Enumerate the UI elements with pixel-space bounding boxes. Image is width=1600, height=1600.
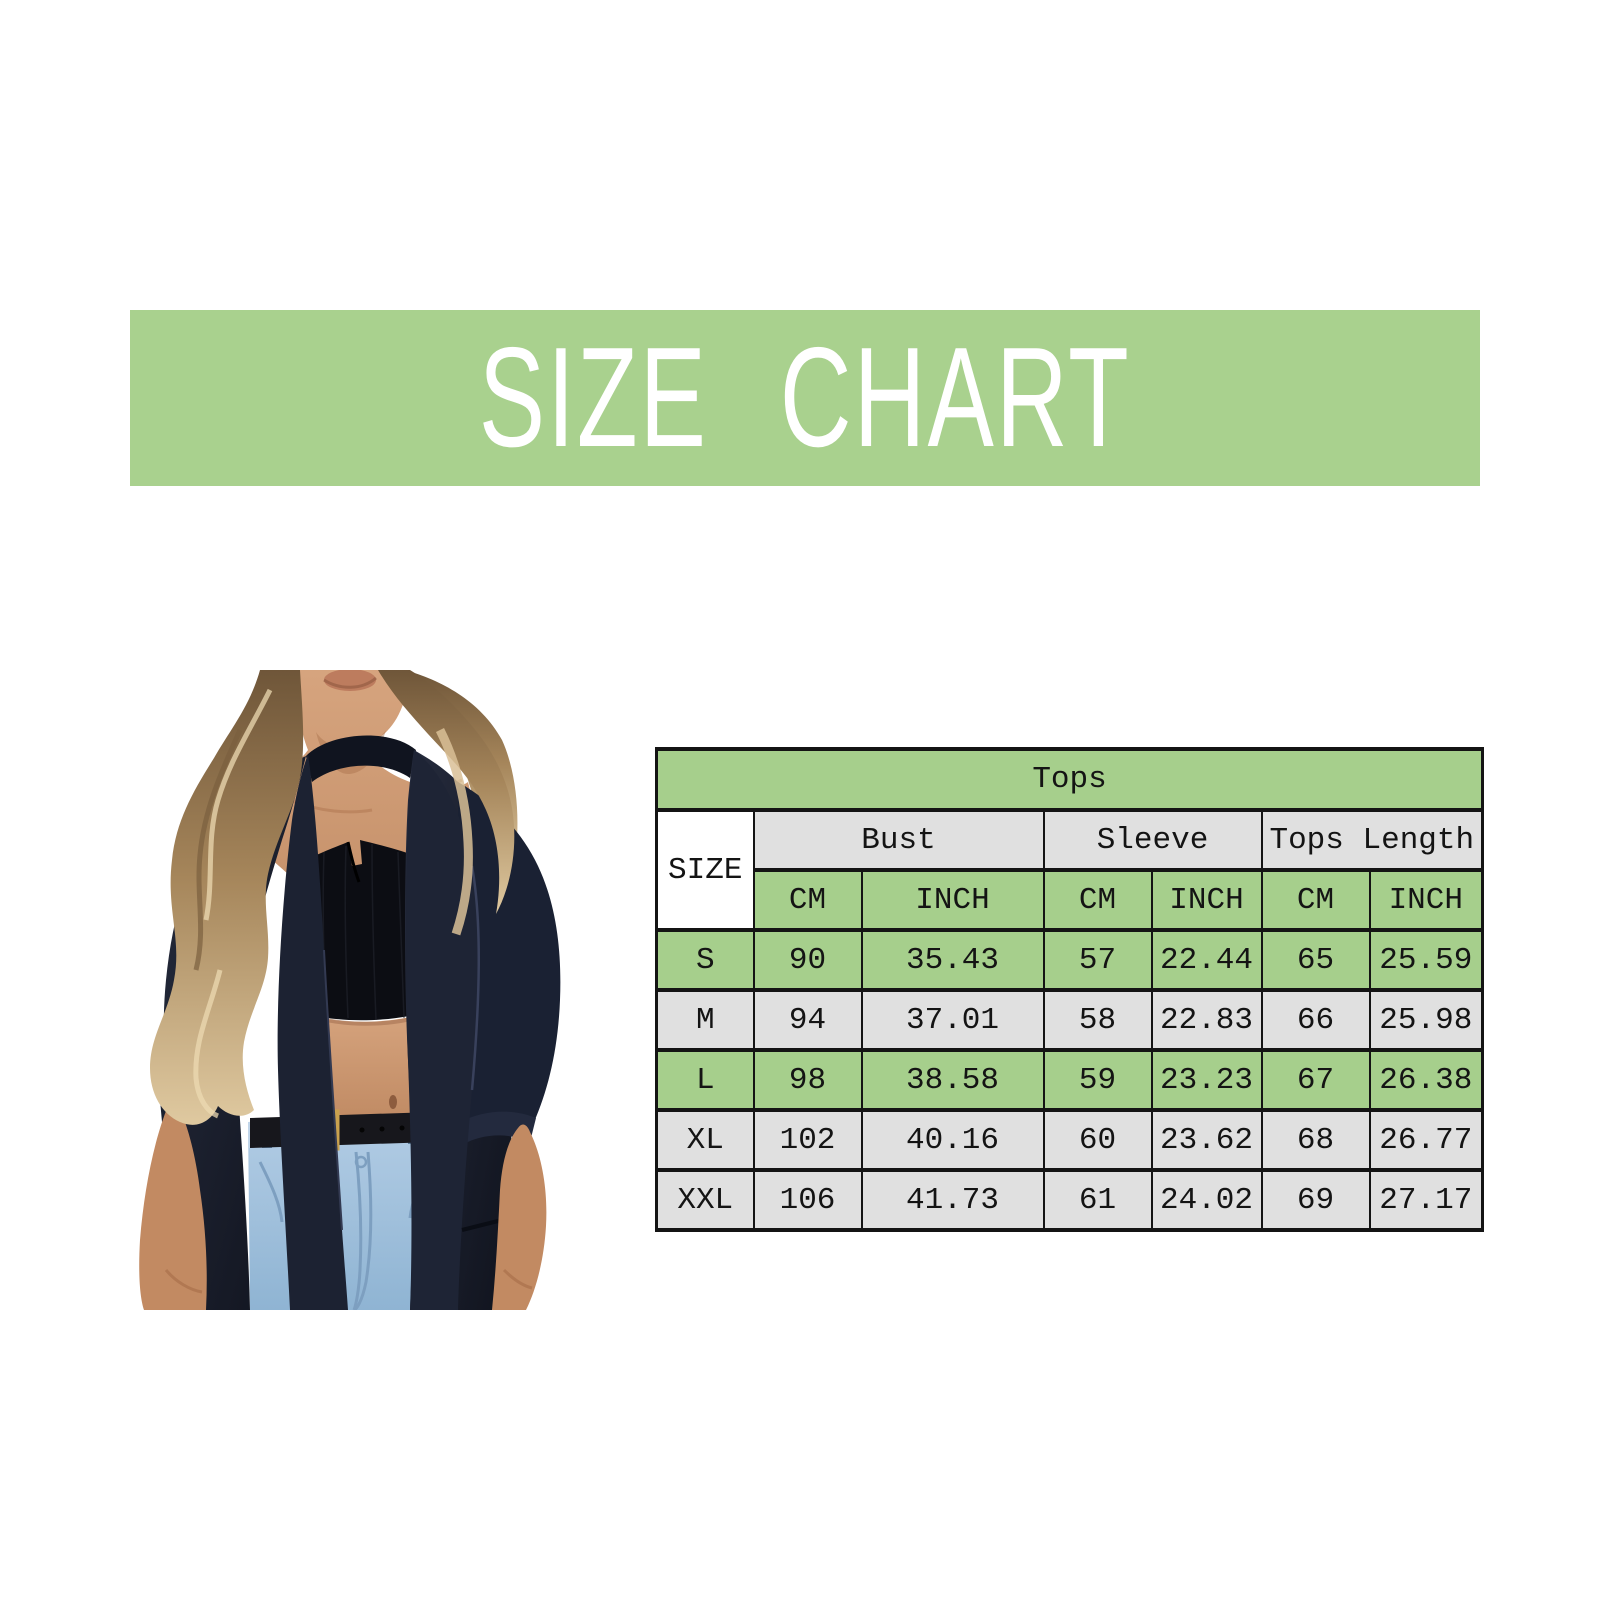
col-group-bust: Bust (752, 808, 1045, 872)
unit-header-length-cm: CM (1260, 868, 1371, 932)
crop-top (304, 840, 436, 1021)
model-photo-illustration (139, 670, 561, 1310)
size-table: Tops SIZE Bust Sleeve Tops Length CM INC… (655, 747, 1485, 1232)
value-cell: 38.58 (860, 1048, 1045, 1112)
value-cell: 59 (1042, 1048, 1153, 1112)
right-forearm (492, 1124, 547, 1310)
size-cell: S (655, 928, 755, 992)
table-unit-header-row: CM INCH CM INCH CM INCH (657, 868, 1484, 932)
value-cell: 24.02 (1150, 1168, 1263, 1232)
value-cell: 26.77 (1368, 1108, 1484, 1172)
value-cell: 98 (752, 1048, 863, 1112)
value-cell: 23.62 (1150, 1108, 1263, 1172)
table-row-s: S 90 35.43 57 22.44 65 25.59 (655, 928, 1484, 992)
value-cell: 69 (1260, 1168, 1371, 1232)
model-photo (110, 670, 620, 1310)
value-cell: 57 (1042, 928, 1153, 992)
value-cell: 102 (752, 1108, 863, 1172)
arms (139, 1102, 547, 1310)
table-group-header-row: SIZE Bust Sleeve Tops Length (655, 808, 1484, 932)
value-cell: 22.83 (1150, 988, 1263, 1052)
col-header-size: SIZE (655, 808, 755, 932)
table-row-xl: XL 102 40.16 60 23.62 68 26.77 (655, 1108, 1484, 1172)
size-chart-banner: SIZE CHART (130, 310, 1480, 486)
size-cell: XL (655, 1108, 755, 1172)
table-title: Tops (655, 747, 1484, 812)
value-cell: 23.23 (1150, 1048, 1263, 1112)
value-cell: 37.01 (860, 988, 1045, 1052)
table-row-l: L 98 38.58 59 23.23 67 26.38 (655, 1048, 1484, 1112)
value-cell: 25.98 (1368, 988, 1484, 1052)
blazer-collar (306, 735, 416, 782)
table-row-xxl: XXL 106 41.73 61 24.02 27.17 69 27.17 (655, 1168, 1484, 1232)
value-cell: 60 (1042, 1108, 1153, 1172)
table-title-row: Tops (655, 747, 1484, 812)
value-cell: 94 (752, 988, 863, 1052)
value-cell: 67 (1260, 1048, 1371, 1112)
value-cell: 65 (1260, 928, 1371, 992)
unit-header-bust-inch: INCH (860, 868, 1045, 932)
col-group-tops-length: Tops Length (1260, 808, 1484, 872)
col-group-sleeve: Sleeve (1042, 808, 1263, 872)
blazer-pocket (461, 1218, 503, 1232)
unit-header-bust-cm: CM (752, 868, 863, 932)
value-cell: 90 (752, 928, 863, 992)
value-cell: 106 (752, 1168, 863, 1232)
value-cell: 40.16 (860, 1108, 1045, 1172)
value-cell: 61 (1042, 1168, 1153, 1232)
left-forearm (139, 1102, 207, 1310)
size-cell: M (655, 988, 755, 1052)
table-row-m: M 94 37.01 58 22.83 66 25.98 (655, 988, 1484, 1052)
banner-title: SIZE CHART (478, 318, 1132, 477)
value-cell: 25.59 (1368, 928, 1484, 992)
unit-header-length-inch: INCH (1368, 868, 1484, 932)
navel (389, 1095, 397, 1109)
hair-front (150, 670, 515, 1125)
unit-header-sleeve-inch: INCH (1150, 868, 1263, 932)
value-cell: 66 (1260, 988, 1371, 1052)
value-cell: 41.73 (860, 1168, 1045, 1232)
value-cell: 27.17 (1368, 1168, 1484, 1232)
value-cell: 35.43 (860, 928, 1045, 992)
value-cell: 58 (1042, 988, 1153, 1052)
size-cell: L (655, 1048, 755, 1112)
value-cell: 68 (1260, 1108, 1371, 1172)
size-cell: XXL (655, 1168, 755, 1232)
value-cell: 22.44 (1150, 928, 1263, 992)
unit-header-sleeve-cm: CM (1042, 868, 1153, 932)
value-cell: 26.38 (1368, 1048, 1484, 1112)
